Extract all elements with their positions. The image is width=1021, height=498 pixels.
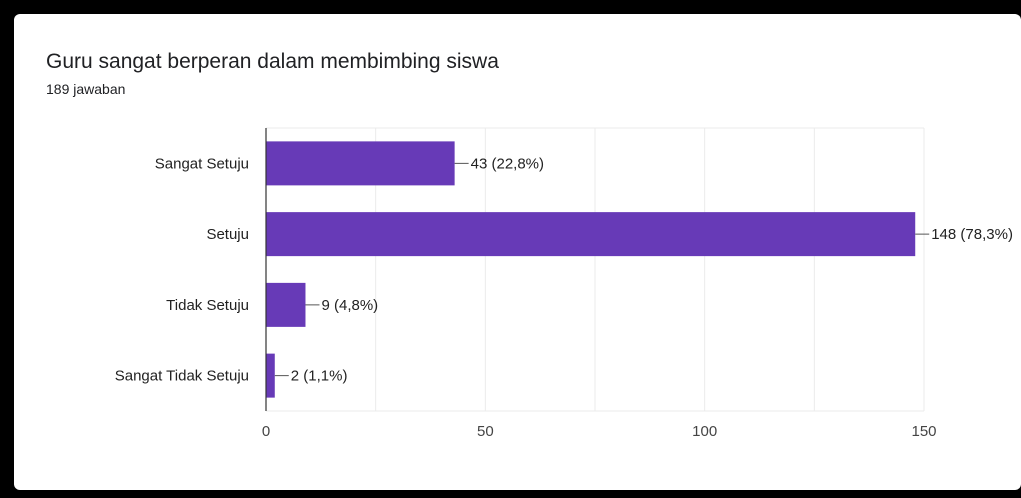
bar bbox=[266, 282, 306, 327]
response-count: 189 jawaban bbox=[46, 81, 126, 97]
bar bbox=[266, 212, 916, 257]
bar bbox=[266, 141, 455, 186]
bar bbox=[266, 353, 275, 398]
chart-title: Guru sangat berperan dalam membimbing si… bbox=[46, 50, 499, 73]
category-label: Sangat Setuju bbox=[155, 155, 249, 172]
category-label: Setuju bbox=[206, 226, 249, 243]
data-label: 2 (1,1%) bbox=[291, 368, 348, 385]
x-tick-label: 100 bbox=[692, 423, 717, 440]
x-tick-label: 150 bbox=[911, 423, 936, 440]
data-label: 9 (4,8%) bbox=[321, 297, 378, 314]
x-tick-label: 0 bbox=[262, 423, 270, 440]
bar-chart: 43 (22,8%) Sangat Setuju 148 (78,3%) Setuju… bbox=[115, 127, 1013, 440]
category-label: Tidak Setuju bbox=[166, 297, 249, 314]
data-label: 148 (78,3%) bbox=[931, 226, 1013, 243]
data-label: 43 (22,8%) bbox=[471, 155, 544, 172]
x-tick-label: 50 bbox=[477, 423, 494, 440]
chart-card: Guru sangat berperan dalam membimbing si… bbox=[14, 14, 1021, 490]
category-label: Sangat Tidak Setuju bbox=[115, 368, 249, 385]
